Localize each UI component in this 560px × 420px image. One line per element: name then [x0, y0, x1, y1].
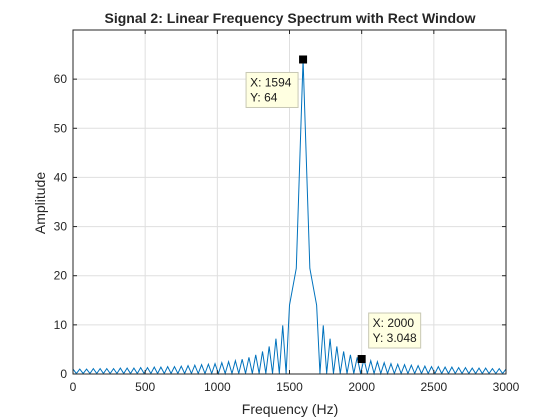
axes [72, 29, 507, 375]
datatip-x-text: X: 1594 [250, 75, 292, 89]
datatip-marker[interactable] [357, 355, 366, 364]
datatip-box[interactable] [368, 312, 422, 349]
y-tick-label: 10 [54, 318, 68, 332]
y-tick-label: 20 [54, 269, 68, 283]
chart-title: Signal 2: Linear Frequency Spectrum with… [105, 10, 476, 26]
axes-frame [72, 29, 507, 375]
x-tick-label: 3000 [493, 380, 520, 394]
y-tick-label: 60 [54, 72, 68, 86]
datatip-y-text: Y: 3.048 [373, 331, 417, 345]
spectrum-line [72, 59, 507, 376]
y-tick-label: 30 [54, 220, 68, 234]
y-axis-label: Amplitude [32, 172, 48, 234]
y-tick-label: 50 [54, 121, 68, 135]
datatip-box[interactable] [245, 71, 299, 108]
datatip-marker[interactable] [299, 55, 308, 64]
tick-labels: 0 500 1000 1500 2000 2500 3000 0 10 20 30 40 50 60 [54, 72, 520, 394]
x-tick-label: 1000 [204, 380, 231, 394]
x-tick-label: 0 [70, 380, 77, 394]
datatip-y-text: Y: 64 [250, 90, 278, 104]
datatip-x-text: X: 2000 [373, 316, 415, 330]
x-tick-label: 2000 [348, 380, 375, 394]
x-tick-label: 2500 [420, 380, 447, 394]
y-tick-label: 0 [60, 367, 67, 381]
plot-area [72, 59, 507, 376]
x-axis-label: Frequency (Hz) [242, 401, 338, 417]
x-tick-label: 500 [135, 380, 155, 394]
x-tick-label: 1500 [276, 380, 303, 394]
y-tick-label: 40 [54, 170, 68, 184]
